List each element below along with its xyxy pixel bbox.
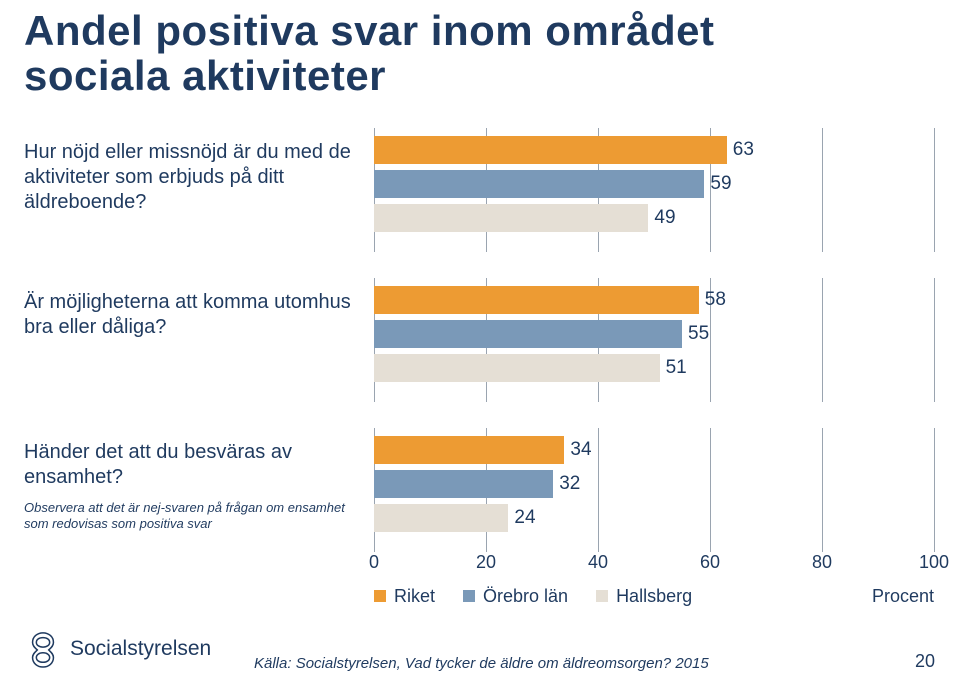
chart-plot: 585551 [374, 280, 934, 400]
x-tick-label: 100 [919, 552, 949, 573]
bar-group: 34 32 24 [374, 436, 934, 538]
bar: 59 [374, 170, 704, 198]
bar-value-label: 32 [559, 470, 580, 498]
source-text: Källa: Socialstyrelsen, Vad tycker de äl… [254, 655, 709, 672]
chart-plot: 635949 [374, 130, 934, 250]
bar-value-label: 24 [514, 504, 535, 532]
x-tick-label: 60 [700, 552, 720, 573]
bar: 58 [374, 286, 699, 314]
socialstyrelsen-icon [24, 630, 62, 668]
legend-swatch [596, 590, 608, 602]
bar: 24 [374, 504, 508, 532]
chart-row: Händer det att du besväras av ensamhet?O… [24, 430, 936, 550]
gridline [934, 428, 935, 552]
bar-value-label: 34 [570, 436, 591, 464]
question-label: Hur nöjd eller missnöjd är du med de akt… [24, 140, 354, 215]
bar-value-label: 55 [688, 320, 709, 348]
legend-label: Örebro län [483, 586, 568, 607]
bar-group: 635949 [374, 136, 934, 238]
bar: 51 [374, 354, 660, 382]
bar: 32 [374, 470, 553, 498]
bar-value-label: 59 [710, 170, 731, 198]
bar-value-label: 63 [733, 136, 754, 164]
x-tick-label: 40 [588, 552, 608, 573]
chart-row: Är möjligheterna att komma utomhus bra e… [24, 280, 936, 400]
x-tick-label: 80 [812, 552, 832, 573]
legend-item: Hallsberg [596, 586, 692, 607]
x-tick-label: 20 [476, 552, 496, 573]
x-tick-label: 0 [369, 552, 379, 573]
legend-swatch [374, 590, 386, 602]
chart-plot: 34 32 24 [374, 430, 934, 550]
legend-item: Riket [374, 586, 435, 607]
bar-value-label: 49 [654, 204, 675, 232]
gridline [934, 278, 935, 402]
question-label: Är möjligheterna att komma utomhus bra e… [24, 290, 354, 340]
chart-legend: Riket Örebro län Hallsberg Procent [374, 582, 934, 610]
legend-swatch [463, 590, 475, 602]
bar: 63 [374, 136, 727, 164]
bar-value-label: 51 [666, 354, 687, 382]
legend-label: Hallsberg [616, 586, 692, 607]
legend-label: Riket [394, 586, 435, 607]
page-footer: Socialstyrelsen Källa: Socialstyrelsen, … [24, 630, 935, 674]
title-line1: Andel positiva svar inom området [24, 7, 715, 54]
gridline [934, 128, 935, 252]
bar-value-label: 58 [705, 286, 726, 314]
title-line2: sociala aktiviteter [24, 52, 386, 99]
bar: 49 [374, 204, 648, 232]
axis-unit-label: Procent [872, 586, 934, 607]
bar-chart: Hur nöjd eller missnöjd är du med de akt… [24, 130, 936, 580]
page-number: 20 [915, 651, 935, 672]
legend-item: Örebro län [463, 586, 568, 607]
question-note: Observera att det är nej-svaren på fråga… [24, 500, 354, 533]
chart-row: Hur nöjd eller missnöjd är du med de akt… [24, 130, 936, 250]
page-title: Andel positiva svar inom området sociala… [24, 8, 715, 99]
org-name: Socialstyrelsen [70, 637, 211, 661]
bar: 34 [374, 436, 564, 464]
bar: 55 [374, 320, 682, 348]
question-label: Händer det att du besväras av ensamhet?O… [24, 440, 354, 533]
bar-group: 585551 [374, 286, 934, 388]
